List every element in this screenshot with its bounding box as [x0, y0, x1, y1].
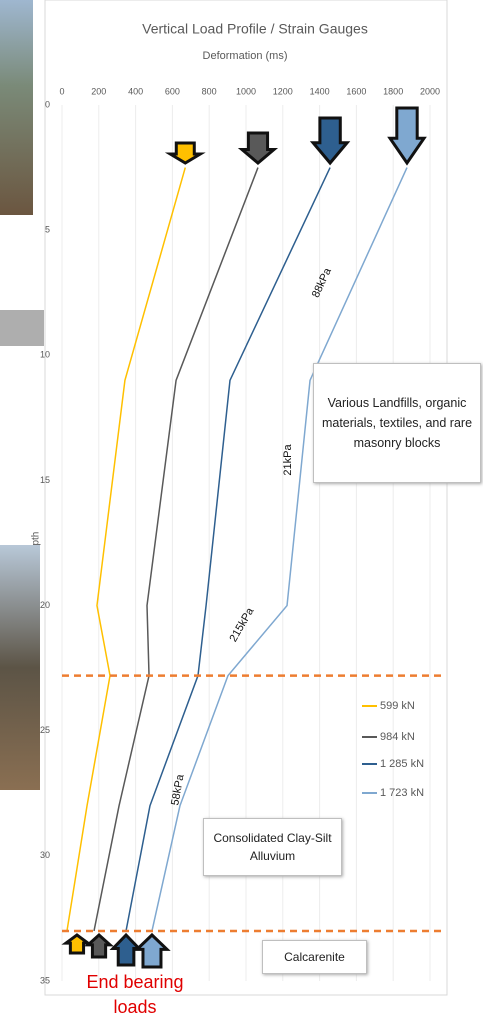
x-tick-label: 600: [165, 86, 180, 96]
series-line: [125, 167, 331, 932]
annotation: 58kPa: [169, 773, 186, 807]
load-arrow: [61, 933, 93, 955]
x-tick-label: 200: [91, 86, 106, 96]
x-tick-label: 800: [202, 86, 217, 96]
x-tick-label: 1800: [383, 86, 403, 96]
load-arrow: [164, 141, 206, 165]
y-tick-label: 35: [40, 975, 50, 985]
x-tick-label: 400: [128, 86, 143, 96]
x-tick-label: 0: [59, 86, 64, 96]
layer-box: Calcarenite: [262, 940, 367, 974]
legend-label: 984 kN: [380, 731, 415, 743]
layer-box: Various Landfills, organic materials, te…: [313, 363, 481, 483]
series-line: [66, 167, 187, 932]
load-arrow: [133, 932, 171, 969]
x-axis-title: Deformation (ms): [203, 50, 288, 62]
y-tick-label: 0: [45, 99, 50, 109]
y-tick-label: 30: [40, 850, 50, 860]
y-tick-label: 20: [40, 600, 50, 610]
y-tick-label: 10: [40, 350, 50, 360]
series-line: [93, 167, 259, 932]
series-line: [151, 167, 408, 932]
x-tick-label: 1200: [273, 86, 293, 96]
y-tick-label: 5: [45, 225, 50, 235]
load-arrow: [109, 932, 143, 967]
x-tick-label: 2000: [420, 86, 440, 96]
load-arrow: [387, 106, 427, 166]
y-tick-label: 25: [40, 725, 50, 735]
x-tick-label: 1000: [236, 86, 256, 96]
photo: [0, 0, 33, 215]
load-arrow: [309, 116, 351, 166]
load-arrow: [84, 932, 114, 959]
legend-label: 1 723 kN: [380, 787, 424, 799]
chart-title: Vertical Load Profile / Strain Gauges: [142, 21, 368, 37]
layer-box: Consolidated Clay-Silt Alluvium: [203, 818, 342, 876]
x-tick-label: 1600: [346, 86, 366, 96]
footer-note: End bearing loads: [86, 972, 184, 1017]
load-arrow: [237, 131, 279, 165]
x-tick-label: 1400: [310, 86, 330, 96]
y-tick-label: 15: [40, 475, 50, 485]
legend-label: 599 kN: [380, 700, 415, 712]
annotation: 21kPa: [282, 444, 294, 476]
photo: [0, 545, 40, 790]
legend-label: 1 285 kN: [380, 758, 424, 770]
photo: [0, 310, 44, 346]
